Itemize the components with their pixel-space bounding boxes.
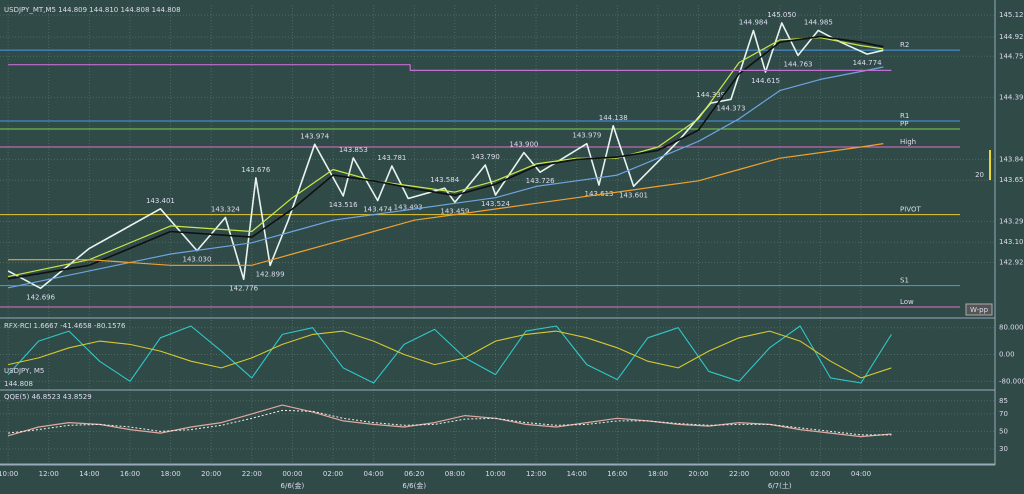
y-tick-label: 144.755 xyxy=(999,52,1024,60)
pivot-level-label: PP xyxy=(900,120,908,128)
price-label: 143.601 xyxy=(619,191,648,199)
badge-label: W-pp xyxy=(970,306,989,314)
panel-title: USDJPY_MT,M5 144.809 144.810 144.808 144… xyxy=(4,6,181,14)
price-label: 144.984 xyxy=(739,18,768,26)
y-tick-label: 30 xyxy=(999,445,1008,453)
x-tick-label: 00:00 xyxy=(770,470,790,478)
y-tick-label: 143.840 xyxy=(999,155,1024,163)
x-tick-label: 22:00 xyxy=(729,470,749,478)
pivot-level-label: R2 xyxy=(900,41,909,49)
date-tick-label: 6/7(土) xyxy=(768,481,792,490)
price-label: 144.985 xyxy=(804,18,833,26)
x-tick-label: 00:00 xyxy=(282,470,302,478)
pivot-level-label: R1 xyxy=(900,112,909,120)
y-tick-label: 143.290 xyxy=(999,217,1024,225)
symbol-label: USDJPY, M5 xyxy=(4,367,44,375)
x-tick-label: 10:00 xyxy=(0,470,18,478)
price-label: 143.030 xyxy=(182,256,211,264)
x-tick-label: 22:00 xyxy=(242,470,262,478)
price-label: 144.339 xyxy=(696,91,725,99)
price-label: 143.900 xyxy=(509,141,538,149)
price-label: 143.474 xyxy=(363,206,392,214)
x-tick-label: 20:00 xyxy=(688,470,708,478)
pivot-level-label: Low xyxy=(900,298,914,306)
price-label: 142.696 xyxy=(26,293,55,301)
price-label: 143.516 xyxy=(329,201,358,209)
x-tick-label: 02:00 xyxy=(323,470,343,478)
price-label: 143.974 xyxy=(300,132,329,140)
badge-box xyxy=(965,303,993,316)
x-tick-label: 20:00 xyxy=(201,470,221,478)
x-tick-label: 16:00 xyxy=(607,470,627,478)
y-tick-label: 144.925 xyxy=(999,33,1024,41)
y-tick-label: 142.925 xyxy=(999,258,1024,266)
pivot-level-label: PIVOT xyxy=(900,206,921,214)
x-tick-label: 02:00 xyxy=(810,470,830,478)
pivot-level-label: High xyxy=(900,138,916,146)
price-label: 143.781 xyxy=(377,154,406,162)
y-tick-label: 143.105 xyxy=(999,238,1024,246)
y-tick-label: 145.120 xyxy=(999,11,1024,19)
price-label: 144.763 xyxy=(784,60,813,68)
x-tick-label: 04:00 xyxy=(851,470,871,478)
price-label: 145.050 xyxy=(767,11,796,19)
series-line xyxy=(7,66,884,289)
y-tick-label: 0.00 xyxy=(999,351,1015,359)
series-line xyxy=(7,22,884,290)
price-label: 143.324 xyxy=(211,206,240,214)
series-line xyxy=(7,35,884,280)
series-line xyxy=(7,325,892,384)
price-label: 143.459 xyxy=(440,207,469,215)
x-tick-label: 12:00 xyxy=(526,470,546,478)
series-line xyxy=(8,409,892,436)
panel-title: QQE(5) 46.8523 43.8529 xyxy=(4,393,92,401)
x-tick-label: 10:00 xyxy=(485,470,505,478)
y-tick-label: 70 xyxy=(999,410,1008,418)
x-tick-label: 08:00 xyxy=(445,470,465,478)
price-label: 144.774 xyxy=(853,59,882,67)
series-line xyxy=(7,330,892,379)
price-label: 143.493 xyxy=(394,203,423,211)
date-tick-label: 6/6(金) xyxy=(402,481,426,490)
price-label: 144.373 xyxy=(717,104,746,112)
price-label: 143.726 xyxy=(526,177,555,185)
series-line xyxy=(7,404,892,438)
series-line xyxy=(7,37,884,278)
price-label: 142.776 xyxy=(229,284,258,292)
x-tick-label: 18:00 xyxy=(648,470,668,478)
price-label: 143.613 xyxy=(585,190,614,198)
x-tick-label: 04:00 xyxy=(364,470,384,478)
panel-title: RFX-RCI 1.6667 -41.4658 -80.1576 xyxy=(4,322,126,330)
date-tick-label: 6/6(金) xyxy=(281,481,305,490)
y-tick-label: 144.390 xyxy=(999,93,1024,101)
series-line xyxy=(8,64,892,71)
price-label: 142.899 xyxy=(256,270,285,278)
x-tick-label: 12:00 xyxy=(39,470,59,478)
price-label: 143.401 xyxy=(146,197,175,205)
price-label: 143.790 xyxy=(471,153,500,161)
price-label: 143.676 xyxy=(241,166,270,174)
x-tick-label: 18:00 xyxy=(160,470,180,478)
current-price: 144.808 xyxy=(4,380,33,388)
pivot-level-label: S1 xyxy=(900,277,909,285)
y-tick-label: 143.655 xyxy=(999,176,1024,184)
price-label: 143.524 xyxy=(481,200,510,208)
x-tick-label: 06:20 xyxy=(404,470,424,478)
range-label: 20 xyxy=(975,171,984,179)
y-tick-label: 85 xyxy=(999,397,1008,405)
x-tick-label: 16:00 xyxy=(120,470,140,478)
price-label: 144.615 xyxy=(751,77,780,85)
series-line xyxy=(8,143,884,266)
price-label: 144.138 xyxy=(599,114,628,122)
y-tick-label: 50 xyxy=(999,427,1008,435)
price-label: 143.979 xyxy=(572,132,601,140)
x-tick-label: 14:00 xyxy=(567,470,587,478)
price-label: 143.584 xyxy=(430,176,459,184)
x-tick-label: 14:00 xyxy=(79,470,99,478)
price-label: 143.853 xyxy=(339,146,368,154)
